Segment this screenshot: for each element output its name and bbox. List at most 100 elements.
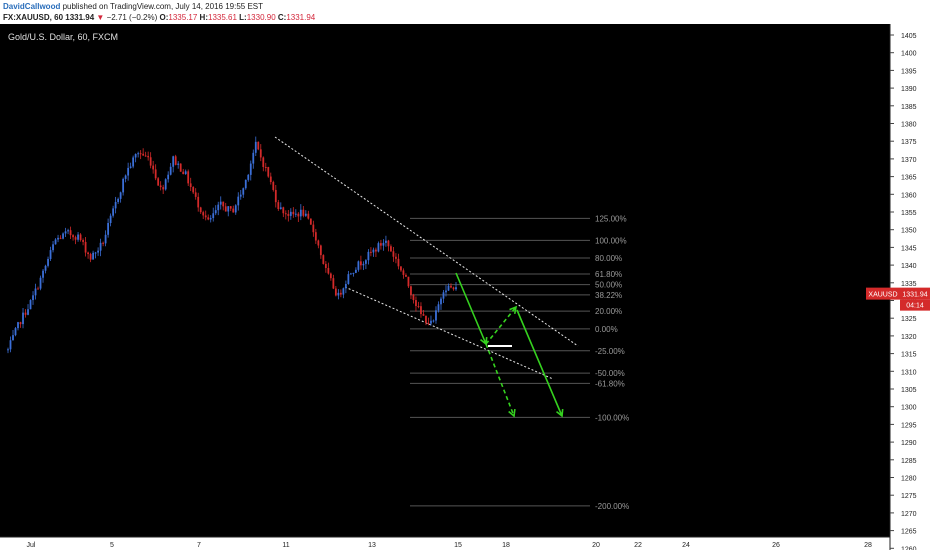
candle-body-5	[19, 322, 22, 325]
fib-label-12: -200.00%	[595, 502, 629, 511]
wedge-trendlines[interactable]	[274, 136, 579, 380]
candle-body-9	[29, 300, 32, 310]
projection-arrows[interactable]	[455, 272, 564, 418]
candle-body-99	[254, 141, 257, 153]
candle-body-152	[387, 240, 390, 247]
candle-body-157	[400, 266, 402, 271]
close-value: 1331.94	[286, 13, 316, 22]
author-link[interactable]: DavidCallwood	[3, 2, 61, 11]
price-tick-label-24: 1380	[901, 122, 917, 129]
candle-body-121	[309, 218, 312, 225]
candle-body-19	[54, 239, 57, 245]
candle-body-93	[239, 194, 242, 197]
low-label: L:	[239, 13, 247, 22]
price-tick-label-0: 1260	[901, 546, 917, 550]
down-arrow-icon: ▼	[96, 13, 105, 22]
countdown-badge-bg	[900, 299, 930, 311]
candle-body-16	[47, 258, 49, 266]
candle-body-52	[137, 153, 140, 155]
candle-body-59	[154, 169, 157, 179]
candle-body-69	[179, 163, 182, 172]
candle-body-105	[269, 176, 272, 183]
candle-body-179	[455, 287, 457, 290]
candle-body-62	[162, 187, 165, 190]
candle-body-119	[304, 213, 307, 216]
price-axis[interactable]	[890, 24, 932, 550]
candle-body-120	[307, 213, 310, 219]
time-tick-label-2: 7	[197, 542, 201, 549]
time-tick-label-9: 24	[682, 542, 690, 549]
candle-body-73	[189, 183, 192, 188]
price-chart[interactable]: 125.00%100.00%80.00%61.80%50.00%38.22%20…	[0, 24, 932, 553]
candle-body-144	[367, 251, 370, 261]
candle-body-146	[372, 249, 375, 253]
price-badge-value: 1331.94	[902, 292, 927, 299]
candle-body-168	[427, 322, 430, 324]
price-change: −2.71 (−0.2%)	[106, 13, 158, 22]
candle-body-63	[164, 179, 167, 190]
candle-body-55	[144, 155, 147, 157]
candle-body-110	[282, 207, 285, 214]
candle-body-56	[147, 155, 150, 158]
candle-body-77	[199, 207, 202, 213]
price-badge-bg	[900, 287, 930, 300]
candle-body-153	[390, 246, 392, 252]
candle-body-97	[249, 163, 252, 175]
candle-body-137	[349, 273, 352, 275]
candle-body-27	[74, 237, 77, 240]
candle-body-36	[97, 250, 100, 253]
projection-leg-2-down[interactable]	[485, 343, 515, 417]
candle-body-85	[219, 201, 222, 205]
candle-body-89	[229, 206, 232, 209]
projection-leg-2-up[interactable]	[485, 306, 517, 345]
high-label: H:	[199, 13, 208, 22]
candle-body-51	[134, 153, 137, 158]
instrument-title: Gold/U.S. Dollar, 60, FXCM	[8, 32, 118, 42]
fib-extension-tool[interactable]: 125.00% 100.00% 80.00% 61.80% 50.00%38.22% 20…	[410, 214, 629, 511]
price-tick-label-21: 1365	[901, 175, 917, 182]
candle-body-21	[59, 237, 62, 239]
price-tick-label-9: 1305	[901, 387, 917, 394]
upper-trendline[interactable]	[274, 136, 579, 347]
ohlc-line: FX:XAUUSD, 60 1331.94 ▼ −2.71 (−0.2%) O:…	[3, 13, 315, 22]
candle-body-108	[277, 202, 280, 210]
lower-trendline[interactable]	[344, 286, 554, 380]
candle-body-43	[114, 202, 117, 209]
candle-body-173	[440, 298, 442, 305]
candle-body-54	[142, 153, 145, 156]
fib-label-8: -25.00%	[595, 347, 625, 356]
fib-label-3: 61.80%	[595, 270, 622, 279]
candle-body-90	[232, 208, 235, 213]
price-tick-label-20: 1360	[901, 192, 917, 199]
candle-body-26	[72, 235, 74, 238]
candle-body-25	[69, 230, 72, 236]
price-tick-label-1: 1265	[901, 529, 917, 536]
fib-label-5: 38.22%	[595, 291, 622, 300]
candle-body-3	[14, 328, 17, 336]
candle-body-92	[237, 196, 240, 206]
candle-body-57	[149, 157, 152, 166]
candle-body-164	[417, 306, 420, 308]
candle-body-101	[259, 149, 262, 158]
candle-body-41	[109, 215, 112, 223]
candle-body-58	[152, 165, 155, 170]
candle-body-130	[332, 278, 335, 289]
plot-background[interactable]	[0, 24, 890, 537]
projection-leg-3[interactable]	[516, 309, 563, 417]
candle-body-104	[267, 167, 270, 177]
candle-body-176	[447, 285, 450, 291]
candle-body-161	[410, 286, 412, 295]
candle-body-50	[132, 157, 135, 167]
candlestick-series	[7, 136, 457, 354]
projection-leg-1[interactable]	[455, 272, 487, 345]
time-tick-label-3: 11	[282, 542, 289, 549]
candle-body-14	[42, 270, 44, 278]
candle-body-17	[49, 250, 52, 259]
time-axis[interactable]	[0, 537, 890, 550]
chart-area[interactable]: 125.00% 100.00% 80.00% 61.80% 50.00% 38.22% 20…	[0, 24, 932, 553]
time-axis-labels: Jul 5 7 11 13 15 18 20 22 24 26 28	[27, 542, 872, 549]
candle-body-20	[57, 237, 59, 240]
close-label: C:	[277, 13, 287, 22]
price-tick-label-3: 1275	[901, 493, 917, 500]
fib-label-2: 80.00%	[595, 254, 622, 263]
